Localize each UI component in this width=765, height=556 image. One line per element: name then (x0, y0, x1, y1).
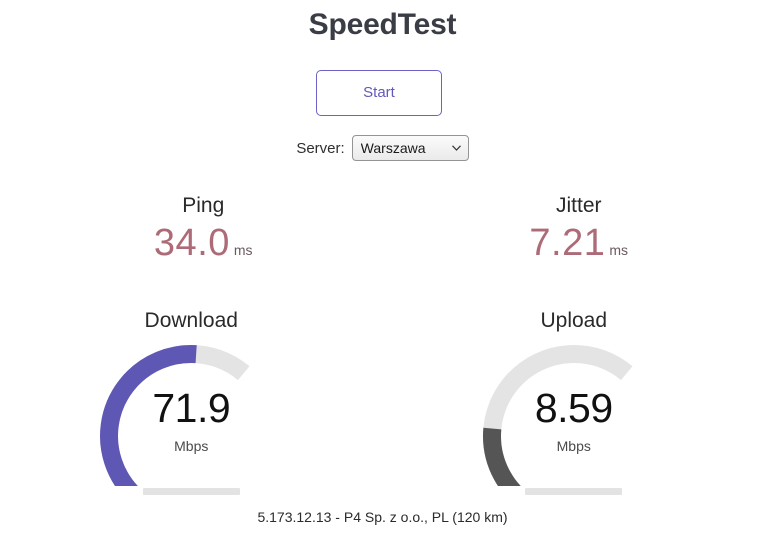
upload-progress-bar (525, 488, 623, 495)
upload-gauge-block: Upload 8.59 Mbps (383, 308, 765, 495)
upload-value: 8.59 (534, 384, 613, 431)
download-value: 71.9 (152, 384, 231, 431)
ping-value: 34.0 (153, 222, 230, 264)
connection-info: 5.173.12.13 - P4 Sp. z o.o., PL (120 km) (257, 509, 508, 525)
upload-gauge-center: 8.59 Mbps (472, 336, 676, 486)
download-gauge-arc (100, 345, 250, 486)
server-label: Server: (296, 139, 345, 157)
download-unit: Mbps (174, 437, 209, 454)
ping-stat: Ping 34.0 ms (0, 193, 383, 264)
gauges-row: Download 71.9 Mbps Upload 8.59 Mbps (0, 308, 765, 495)
download-gauge: 71.9 Mbps (89, 336, 293, 486)
jitter-unit: ms (609, 242, 629, 258)
jitter-label: Jitter (555, 194, 602, 217)
download-gauge-fill (100, 345, 197, 486)
download-progress-bar (142, 488, 240, 495)
jitter-value: 7.21 (529, 222, 606, 264)
ping-value-line: 34.0 ms (24, 222, 383, 264)
server-row: Server: Warszawa (0, 135, 765, 161)
jitter-value-line: 7.21 ms (393, 222, 765, 264)
server-select[interactable]: Warszawa (351, 135, 469, 161)
upload-gauge-arc (482, 345, 633, 486)
stats-row: Ping 34.0 ms Jitter 7.21 ms (0, 193, 765, 264)
download-gauge-center: 71.9 Mbps (89, 336, 293, 486)
ping-unit: ms (233, 242, 253, 258)
upload-label: Upload (540, 309, 608, 332)
upload-unit: Mbps (556, 437, 591, 454)
download-label: Download (144, 309, 238, 332)
jitter-stat: Jitter 7.21 ms (383, 193, 765, 264)
download-gauge-block: Download 71.9 Mbps (0, 308, 383, 495)
upload-gauge: 8.59 Mbps (472, 336, 676, 486)
ping-label: Ping (182, 194, 225, 217)
server-select-wrap: Warszawa (351, 135, 469, 161)
start-button[interactable]: Start (316, 70, 442, 116)
page-title: SpeedTest (308, 8, 457, 41)
upload-gauge-fill (482, 427, 521, 486)
